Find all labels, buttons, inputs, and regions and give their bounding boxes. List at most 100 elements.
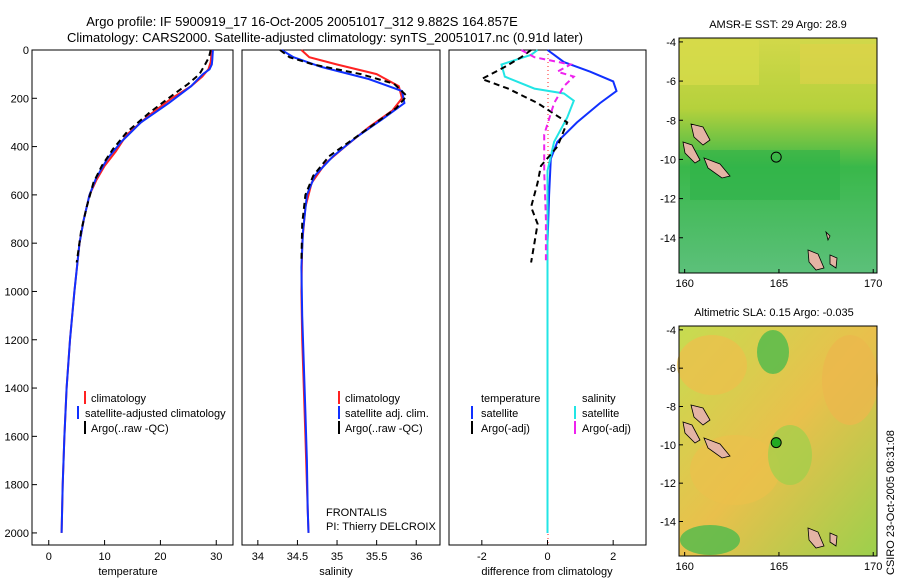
series-line-satellite-adjusted-climatology <box>60 49 214 533</box>
sst-islands <box>682 123 838 271</box>
sla-low-patch <box>680 525 740 555</box>
lat-tick-label: -8 <box>666 115 676 127</box>
salinity-series <box>279 49 409 533</box>
lon-tick-label: 165 <box>770 561 788 573</box>
island-shape <box>807 249 825 271</box>
lat-tick-label: -12 <box>660 194 676 206</box>
salinity-axis-label: salinity <box>319 566 353 578</box>
island-shape <box>825 230 831 242</box>
lat-tick-label: -6 <box>666 76 676 88</box>
y-tick-label: 800 <box>11 238 29 250</box>
legend-label-climatology: climatology <box>91 393 147 405</box>
island-shape <box>690 123 711 146</box>
sst-warm-patch <box>679 40 759 85</box>
x-tick-label: 0 <box>544 551 550 563</box>
lat-tick-label: -8 <box>666 402 676 414</box>
series-line-satellite-adj-clim- <box>281 49 406 533</box>
y-tick-label: 200 <box>11 93 29 105</box>
legend-label-sal-satellite: satellite <box>582 408 619 420</box>
legend-header-temperature: temperature <box>481 393 540 405</box>
legend-header-salinity: salinity <box>582 393 616 405</box>
sla-low-patch <box>757 330 789 374</box>
figure-title-line1: Argo profile: IF 5900919_17 16-Oct-2005 … <box>86 14 518 29</box>
sla-map-frame <box>678 325 878 557</box>
y-tick-label: 400 <box>11 142 29 154</box>
series-line-temperature-argo-adj- <box>479 49 569 263</box>
legend-label-temp-argo: Argo(-adj) <box>481 423 530 435</box>
x-tick-label: 20 <box>154 551 166 563</box>
x-tick-label: 36 <box>410 551 422 563</box>
y-tick-label: 600 <box>11 190 29 202</box>
island-shape <box>690 404 711 426</box>
credit-timestamp: CSIRO 23-Oct-2005 08:31:08 <box>885 430 897 575</box>
x-tick-label: -2 <box>477 551 487 563</box>
sla-high-patch <box>822 335 878 425</box>
lon-tick-label: 170 <box>864 561 882 573</box>
legend-label-temp-satellite: satellite <box>481 408 518 420</box>
legend-label-satellite: satellite-adjusted climatology <box>85 408 226 420</box>
temperature-x-ticks: 0 10 20 30 <box>46 540 222 563</box>
sla-high-patch <box>677 335 747 395</box>
island-shape <box>703 157 731 179</box>
y-tick-label: 1200 <box>5 335 29 347</box>
sst-warm-patch <box>800 44 877 84</box>
y-tick-label: 0 <box>23 45 29 57</box>
temperature-legend: climatology satellite-adjusted climatolo… <box>77 391 226 435</box>
salinity-x-ticks: 34 34.5 35 35.5 36 <box>252 540 422 563</box>
legend-label-argo: Argo(..raw -QC) <box>91 423 169 435</box>
sla-islands <box>682 404 838 549</box>
legend-label-satellite: satellite adj. clim. <box>345 408 429 420</box>
difference-panel: -2 0 2 difference from climatology tempera… <box>448 49 647 578</box>
temperature-axis-label: temperature <box>98 566 157 578</box>
island-shape <box>829 254 838 269</box>
x-tick-label: 2 <box>610 551 616 563</box>
legend-label-argo: Argo(..raw -QC) <box>345 423 423 435</box>
y-tick-label: 2000 <box>5 528 29 540</box>
sla-map-ticks: 160 165 170 -4 -6 -8 -10 -12 -14 <box>660 325 882 573</box>
sst-map-frame <box>678 37 878 274</box>
sla-high-patch <box>690 435 780 505</box>
y-tick-label: 1400 <box>5 383 29 395</box>
difference-series <box>479 49 618 533</box>
lat-tick-label: -14 <box>660 233 676 245</box>
x-tick-label: 10 <box>98 551 110 563</box>
argo-location-marker <box>770 437 782 449</box>
x-tick-label: 30 <box>210 551 222 563</box>
figure-title-line2: Climatology: CARS2000. Satellite-adjuste… <box>67 30 583 45</box>
sst-cool-patch <box>690 150 840 200</box>
lat-tick-label: -12 <box>660 478 676 490</box>
island-shape <box>682 421 701 444</box>
series-line-argo-raw-qc- <box>75 49 212 263</box>
pi-annotation: PI: Thierry DELCROIX <box>326 521 436 533</box>
island-shape <box>807 527 825 549</box>
lat-tick-label: -14 <box>660 517 676 529</box>
series-line-argo-raw-qc- <box>279 49 409 263</box>
salinity-panel: 34 34.5 35 35.5 36 salinity climatology sate… <box>241 49 441 578</box>
temperature-panel: 0 10 20 30 0 200 400 600 800 1000 1200 1400 1600 180… <box>5 45 234 578</box>
series-line-temperature-satellite <box>546 49 618 533</box>
temperature-series <box>60 49 214 533</box>
y-tick-label: 1600 <box>5 431 29 443</box>
lat-tick-label: -10 <box>660 154 676 166</box>
sst-map-panel: AMSR-E SST: 29 Argo: 28.9 160 165 170 -4 -6 -… <box>660 19 882 290</box>
sla-low-patch <box>768 425 812 485</box>
temperature-plot-frame <box>31 49 234 546</box>
island-shape <box>682 141 701 164</box>
difference-x-ticks: -2 0 2 <box>477 540 616 563</box>
series-line-salinity-argo-adj- <box>520 49 576 263</box>
sla-map-panel: Altimetric SLA: 0.15 Argo: -0.035 160 165… <box>660 307 882 573</box>
x-tick-label: 35.5 <box>366 551 387 563</box>
sla-map-title: Altimetric SLA: 0.15 Argo: -0.035 <box>694 307 854 319</box>
lat-tick-label: -10 <box>660 440 676 452</box>
difference-axis-label: difference from climatology <box>481 566 613 578</box>
sst-map-title: AMSR-E SST: 29 Argo: 28.9 <box>709 19 847 31</box>
depth-y-ticks: 0 200 400 600 800 1000 1200 1400 1600 1800 2000 <box>5 45 37 540</box>
lat-tick-label: -4 <box>666 37 676 49</box>
x-tick-label: 34.5 <box>287 551 308 563</box>
difference-legend: temperature salinity satellite satellite… <box>471 393 631 435</box>
sst-map-ticks: 160 165 170 -4 -6 -8 -10 -12 -14 <box>660 37 882 290</box>
program-annotation: FRONTALIS <box>326 507 387 519</box>
legend-label-climatology: climatology <box>345 393 401 405</box>
lon-tick-label: 165 <box>770 278 788 290</box>
